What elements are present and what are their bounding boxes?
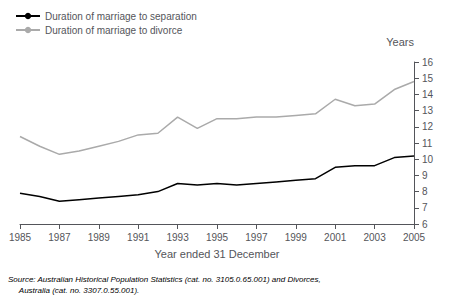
svg-text:13: 13 [422,105,434,116]
svg-text:1987: 1987 [48,232,71,243]
svg-text:1999: 1999 [285,232,308,243]
svg-text:1995: 1995 [206,232,229,243]
svg-text:6: 6 [422,219,428,230]
svg-text:2001: 2001 [324,232,347,243]
svg-text:14: 14 [422,89,434,100]
svg-text:1993: 1993 [166,232,189,243]
svg-text:1997: 1997 [245,232,268,243]
svg-text:Source: Australian Historical: Source: Australian Historical Population… [8,275,321,284]
svg-text:1991: 1991 [127,232,150,243]
svg-text:15: 15 [422,73,434,84]
svg-text:11: 11 [422,138,433,149]
svg-text:Australia (cat. no. 3307.0.55.: Australia (cat. no. 3307.0.55.001). [8,286,139,295]
svg-text:16: 16 [422,57,434,68]
svg-text:2003: 2003 [363,232,386,243]
svg-text:Years: Years [386,36,414,48]
svg-text:7: 7 [422,202,428,213]
svg-text:8: 8 [422,186,428,197]
svg-text:Duration of marriage to separa: Duration of marriage to separation [45,11,197,22]
svg-text:9: 9 [422,170,428,181]
svg-text:1985: 1985 [9,232,32,243]
svg-text:12: 12 [422,121,434,132]
svg-text:10: 10 [422,154,434,165]
svg-text:1989: 1989 [88,232,111,243]
svg-text:2005: 2005 [403,232,426,243]
svg-text:Duration of marriage to divorc: Duration of marriage to divorce [45,25,183,36]
svg-text:Year ended 31 December: Year ended 31 December [155,248,280,260]
